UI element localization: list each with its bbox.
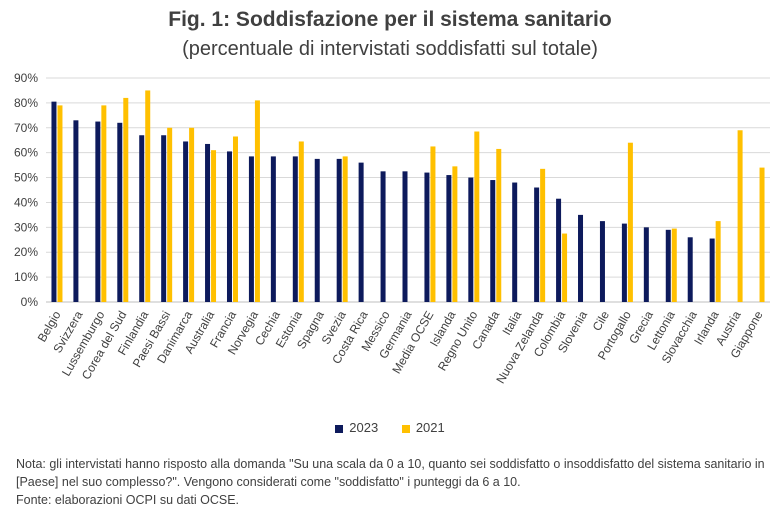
bar-2021-lettonia — [671, 228, 677, 302]
note-text: Nota: gli intervistati hanno risposto al… — [16, 457, 765, 489]
bar-2023-lussemburgo — [95, 121, 101, 302]
chart-title: Fig. 1: Soddisfazione per il sistema san… — [168, 8, 612, 31]
bar-2023-irlanda — [709, 238, 715, 302]
y-tick-label: 40% — [14, 195, 38, 209]
bar-2021-svezia — [342, 156, 348, 302]
bar-2021-regno-unito — [474, 131, 480, 302]
y-tick-label: 70% — [14, 121, 38, 135]
legend-swatch-2023 — [335, 424, 344, 433]
legend-label-2023: 2023 — [349, 420, 379, 435]
bar-2023-norvegia — [248, 156, 254, 302]
bar-2021-belgio — [57, 105, 63, 302]
bar-2021-media-ocse — [430, 146, 436, 302]
y-tick-label: 0% — [21, 295, 39, 309]
bar-2021-norvegia — [254, 100, 260, 303]
bar-2023-grecia — [643, 227, 649, 302]
y-tick-label: 80% — [14, 96, 38, 110]
bar-2021-australia — [211, 150, 217, 302]
bar-2023-svezia — [336, 158, 342, 302]
bar-2021-austria — [737, 130, 743, 302]
bar-2023-slovenia — [578, 214, 584, 302]
bar-2023-media-ocse — [424, 172, 430, 302]
bar-2021-francia — [232, 136, 238, 302]
bar-2021-portogallo — [627, 142, 633, 302]
bar-2023-islanda — [446, 175, 452, 302]
bar-2023-danimarca — [183, 141, 189, 302]
chart-subtitle: (percentuale di intervistati soddisfatti… — [182, 38, 598, 60]
bar-2023-slovacchia — [687, 237, 693, 302]
bar-2023-costa-rica — [358, 162, 364, 302]
bar-2021-danimarca — [189, 127, 195, 303]
bar-chart: 0%10%20%30%40%50%60%70%80%90%BelgioSvizz… — [14, 71, 770, 386]
bar-2021-colombia — [562, 233, 568, 302]
bar-2023-estonia — [292, 156, 298, 302]
y-tick-label: 10% — [14, 270, 38, 284]
legend-item-2023: 2023 — [335, 420, 378, 435]
bar-2021-paesi-bassi — [167, 127, 173, 303]
bar-2021-canada — [496, 148, 502, 302]
legend-label-2021: 2021 — [415, 420, 445, 435]
legend: 2023 2021 — [0, 420, 780, 435]
source-text: Fonte: elaborazioni OCPI su dati OCSE. — [16, 493, 240, 507]
y-tick-label: 30% — [14, 220, 38, 234]
bar-2023-portogallo — [621, 223, 627, 302]
bar-2021-corea-del-sud — [123, 97, 129, 303]
y-tick-label: 20% — [14, 245, 38, 259]
bar-2021-irlanda — [715, 221, 721, 302]
bar-2023-belgio — [51, 101, 57, 303]
chart-notes: Nota: gli intervistati hanno risposto al… — [16, 455, 771, 509]
bar-2023-corea-del-sud — [117, 122, 123, 302]
bar-2023-messico — [380, 171, 386, 302]
bar-2023-canada — [490, 180, 496, 302]
bar-2021-nuova-zelanda — [540, 168, 546, 302]
bar-2023-spagna — [314, 158, 320, 302]
bar-2023-lettonia — [665, 229, 671, 302]
bar-2023-nuova-zelanda — [534, 187, 540, 302]
bar-2023-svizzera — [73, 120, 79, 302]
bar-2023-colombia — [556, 198, 562, 302]
bar-2023-australia — [205, 143, 211, 302]
bar-2023-regno-unito — [468, 177, 474, 302]
bar-2021-lussemburgo — [101, 105, 107, 302]
bar-2023-cile — [599, 221, 605, 302]
bar-2023-finlandia — [139, 135, 145, 302]
bar-2023-germania — [402, 171, 408, 302]
y-tick-label: 90% — [14, 71, 38, 85]
bar-2021-finlandia — [145, 90, 151, 302]
bar-2023-cechia — [270, 156, 276, 302]
bar-2021-estonia — [298, 141, 304, 302]
legend-swatch-2021 — [401, 424, 410, 433]
y-tick-label: 50% — [14, 171, 38, 185]
bar-2023-francia — [226, 151, 232, 302]
bar-2023-italia — [512, 182, 518, 302]
legend-item-2021: 2021 — [401, 420, 445, 435]
y-tick-label: 60% — [14, 146, 38, 160]
bar-2021-giappone — [759, 167, 765, 302]
bar-2021-islanda — [452, 166, 458, 302]
bar-2023-paesi-bassi — [161, 135, 167, 302]
